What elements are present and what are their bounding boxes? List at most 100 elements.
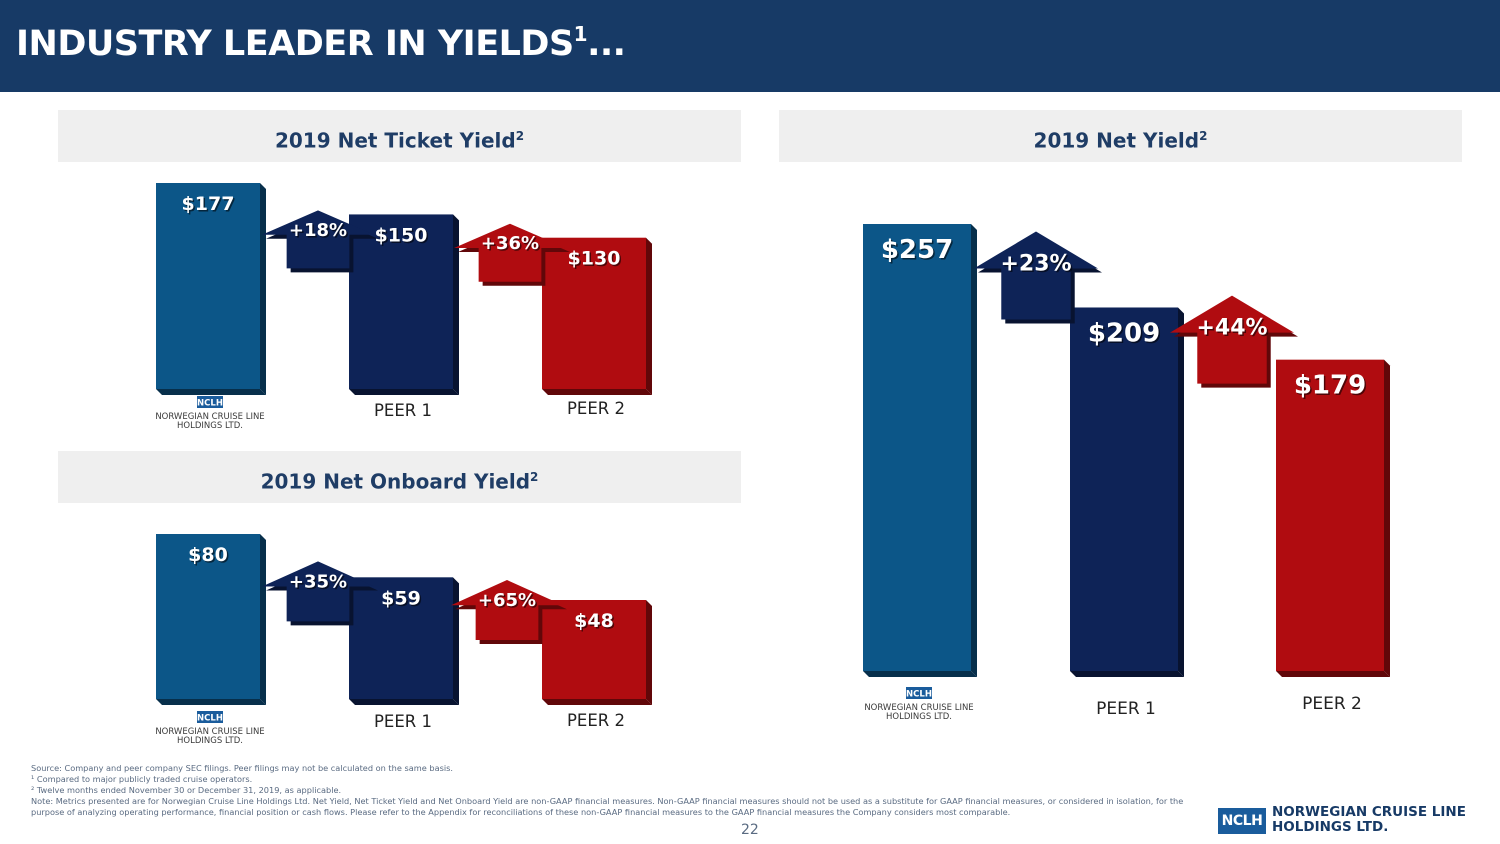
onboard-yield-title-footnote: 2: [530, 470, 539, 484]
chart2-category-label-1: PEER 1: [1096, 699, 1156, 719]
chart1-diff-arrow-1: [451, 580, 563, 640]
chart1-value-label-2: $48: [574, 610, 614, 632]
nclh-logo-line1-2: NORWEGIAN CRUISE LINE: [864, 703, 973, 713]
net-yield-title-text: 2019 Net Yield: [1033, 128, 1200, 153]
brand-logo-text: NORWEGIAN CRUISE LINE HOLDINGS LTD.: [1272, 805, 1466, 835]
chart2-bar-side-2: [1384, 359, 1390, 677]
chart1-bar-1: [349, 577, 453, 699]
chart1-diff-arrow-0: [262, 561, 374, 622]
nclh-logo-box-text-0: NCLH: [197, 399, 223, 409]
chart0-value-label-shadow-0: $177: [183, 195, 236, 217]
chart2-value-label-shadow-2: $179: [1295, 372, 1367, 402]
chart1-bar-side-0: [260, 534, 266, 705]
chart2-value-label-0: $257: [881, 235, 953, 265]
chart2-diff-label-0: +23%: [1000, 251, 1071, 276]
chart1-bar-bottom-0: [156, 699, 266, 705]
chart0-value-label-2: $130: [568, 248, 621, 270]
footnote-note: Note: Metrics presented are for Norwegia…: [31, 796, 1184, 817]
chart1-value-label-shadow-1: $59: [383, 589, 423, 611]
chart1-value-label-1: $59: [381, 587, 421, 609]
chart0-value-label-1: $150: [375, 224, 428, 246]
chart0-bar-0: [156, 183, 260, 389]
chart1-diff-label-1: +65%: [478, 590, 536, 611]
chart1-bar-2: [542, 600, 646, 699]
chart2-bar-2: [1276, 359, 1384, 671]
ticket-yield-title-text: 2019 Net Ticket Yield: [274, 128, 516, 153]
chart2-bar-bottom-1: [1070, 671, 1184, 677]
nclh-logo-box-text-2: NCLH: [906, 690, 932, 700]
nclh-logo-line1-0: NORWEGIAN CRUISE LINE: [155, 412, 264, 422]
footnote-2: ² Twelve months ended November 30 or Dec…: [31, 785, 342, 795]
chart2-bar-side-1: [1178, 307, 1184, 677]
chart2-diff-label-shadow-1: +44%: [1198, 317, 1269, 342]
chart0-diff-label-1: +36%: [481, 233, 539, 254]
ticket-yield-panel-title: 2019 Net Ticket Yield2: [58, 110, 741, 162]
brand-logo-line1: NORWEGIAN CRUISE LINE: [1272, 804, 1466, 820]
chart1-category-label-1: PEER 1: [374, 712, 432, 731]
chart1-diff-label-0: +35%: [289, 572, 347, 593]
chart0-diff-arrow-1: [454, 223, 566, 282]
chart0-category-label-2: PEER 2: [567, 399, 625, 418]
chart0-bar-1: [349, 214, 453, 389]
nclh-logo-line2-0: HOLDINGS LTD.: [177, 421, 243, 431]
chart1-category-label-2: PEER 2: [567, 711, 625, 730]
chart0-bar-side-1: [453, 214, 459, 395]
chart1-diff-label-shadow-1: +65%: [479, 592, 537, 613]
chart0-bar-side-2: [646, 237, 652, 395]
nclh-logo-line2-2: HOLDINGS LTD.: [886, 712, 952, 722]
chart0-value-label-0: $177: [182, 193, 235, 215]
chart2-value-label-2: $179: [1294, 371, 1366, 401]
chart0-diff-arrow-0: [262, 210, 374, 269]
chart2-value-label-shadow-1: $209: [1089, 320, 1161, 350]
brand-logo-box: NCLH: [1218, 808, 1266, 834]
page-title-text: INDUSTRY LEADER IN YIELDS: [16, 24, 574, 64]
chart2-bar-bottom-2: [1276, 671, 1390, 677]
nclh-logo-box-text-1: NCLH: [197, 714, 223, 724]
net-yield-panel-title: 2019 Net Yield2: [779, 110, 1462, 162]
nclh-logo-line1-1: NORWEGIAN CRUISE LINE: [155, 727, 264, 737]
chart0-bar-bottom-0: [156, 389, 266, 395]
chart0-category-label-1: PEER 1: [374, 401, 432, 420]
chart1-diff-label-shadow-0: +35%: [290, 573, 348, 594]
nclh-logo-line2-1: HOLDINGS LTD.: [177, 736, 243, 746]
chart2-value-label-shadow-0: $257: [882, 237, 954, 267]
chart0-diff-label-0: +18%: [289, 220, 347, 241]
chart1-value-label-shadow-2: $48: [576, 612, 616, 634]
chart2-diff-label-1: +44%: [1196, 316, 1267, 341]
chart1-bar-side-1: [453, 577, 459, 705]
chart2-value-label-1: $209: [1088, 318, 1160, 348]
chart0-bar-side-0: [260, 183, 266, 395]
chart0-bar-2: [542, 237, 646, 389]
chart0-bar-bottom-2: [542, 389, 652, 395]
chart2-bar-bottom-0: [863, 671, 977, 677]
chart1-bar-bottom-1: [349, 699, 459, 705]
net-yield-title-footnote: 2: [1199, 129, 1208, 143]
brand-logo-line2: HOLDINGS LTD.: [1272, 819, 1389, 835]
chart2-diff-arrow-0: [974, 231, 1098, 320]
chart1-bar-0: [156, 534, 260, 699]
chart1-bar-side-2: [646, 600, 652, 705]
chart0-value-label-shadow-1: $150: [376, 226, 429, 248]
chart2-bar-1: [1070, 307, 1178, 671]
chart2-bar-0: [863, 224, 971, 671]
footnote-1: ¹ Compared to major publicly traded crui…: [31, 774, 253, 784]
onboard-yield-title-text: 2019 Net Onboard Yield: [260, 469, 531, 494]
chart2-category-label-2: PEER 2: [1302, 694, 1362, 714]
chart0-value-label-shadow-2: $130: [569, 249, 622, 271]
chart2-bar-side-0: [971, 224, 977, 677]
chart0-bar-bottom-1: [349, 389, 459, 395]
page-title-suffix: ...: [587, 24, 626, 64]
chart0-diff-label-shadow-0: +18%: [290, 221, 348, 242]
footnote-source: Source: Company and peer company SEC fil…: [31, 763, 453, 773]
chart2-diff-label-shadow-0: +23%: [1002, 253, 1073, 278]
chart1-bar-bottom-2: [542, 699, 652, 705]
header-bar: INDUSTRY LEADER IN YIELDS1...: [0, 0, 1500, 92]
footnotes: Source: Company and peer company SEC fil…: [31, 763, 1191, 818]
onboard-yield-panel-title: 2019 Net Onboard Yield2: [58, 451, 741, 503]
chart1-value-label-shadow-0: $80: [190, 546, 230, 568]
page-title-footnote-mark: 1: [573, 22, 588, 46]
ticket-yield-title-footnote: 2: [515, 129, 525, 143]
nclh-logo-box-2: [906, 687, 932, 699]
chart2-diff-arrow-1: [1170, 295, 1294, 384]
